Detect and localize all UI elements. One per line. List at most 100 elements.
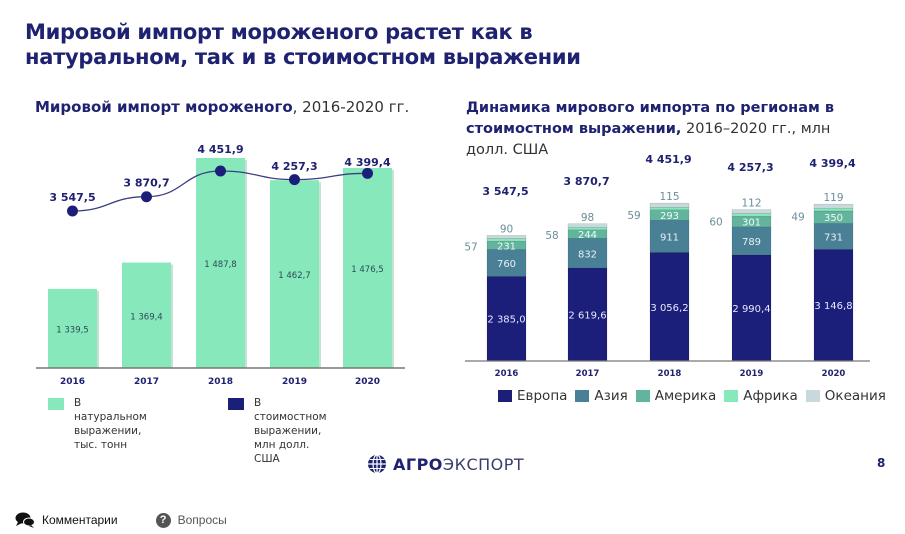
legend-label-africa: Африка — [743, 388, 798, 404]
seg-label-oceania-2018: 115 — [659, 191, 679, 203]
legend-item-africa: Африка — [724, 388, 798, 404]
x-tick-2019: 2019 — [740, 369, 764, 379]
total-label-2016: 3 547,5 — [482, 185, 528, 198]
seg-label-america-2018: 293 — [660, 211, 679, 222]
seg-label-europe-2017: 2 619,6 — [568, 311, 606, 322]
legend-label-asia: Азия — [594, 388, 628, 404]
seg-label-america-2019: 301 — [742, 218, 761, 229]
bar-label-2019: 1 462,7 — [278, 271, 310, 281]
right-chart-title: Динамика мирового импорта по регионам в … — [466, 98, 866, 161]
bar-natural-2018 — [196, 158, 245, 368]
bar-natural-2020 — [343, 167, 392, 368]
right-chart-title-bold: Динамика мирового импорта по регионам в … — [466, 100, 835, 137]
legend-swatch-america — [635, 390, 650, 402]
bar-seg-Азия-2017 — [567, 238, 608, 269]
bar-seg-Европа-2018 — [649, 252, 690, 362]
left-chart-title-light: , 2016-2020 гг. — [292, 98, 410, 116]
comments-label: Комментарии — [42, 513, 118, 527]
seg-label-oceania-2020: 119 — [823, 192, 843, 204]
agroexport-logo: АГРОЭКСПОРТ — [367, 454, 524, 474]
bar-label-2017: 1 369,4 — [130, 312, 162, 322]
right-chart: 2 385,0 760 231 57 90 3 547,5 2016 2 619,6 832 24… — [464, 153, 870, 379]
bar-seg-Азия-2019 — [731, 226, 772, 256]
value-label-2016: 3 547,5 — [49, 191, 95, 204]
questions-button[interactable]: ? Вопросы — [155, 512, 227, 528]
value-label-2017: 3 870,7 — [123, 177, 169, 190]
seg-label-oceania-2017: 98 — [581, 212, 594, 224]
seg-label-africa-2020: 49 — [791, 211, 804, 223]
legend-item-europe: Европа — [498, 388, 567, 404]
legend-swatch-asia — [575, 390, 590, 402]
x-tick-2020: 2020 — [822, 369, 846, 379]
seg-label-asia-2016: 760 — [497, 259, 516, 270]
logo-text-light: ЭКСПОРТ — [442, 454, 525, 474]
right-chart-title-light: 2016–2020 гг., млн долл. США — [466, 121, 831, 158]
total-label-2019: 4 257,3 — [727, 161, 773, 174]
comments-button[interactable]: Комментарии — [15, 512, 118, 528]
questions-label: Вопросы — [177, 513, 227, 527]
x-tick-2018: 2018 — [208, 377, 233, 387]
bar-seg-Океания-2020 — [813, 203, 854, 209]
bar-seg-Океания-2019 — [731, 209, 772, 214]
slide-title-line1: Мировой импорт мороженого растет как в — [25, 20, 533, 44]
seg-label-africa-2018: 59 — [627, 210, 640, 222]
legend-swatch-natural — [48, 398, 64, 410]
bar-seg-Африка-2019 — [731, 213, 772, 217]
value-point-2016 — [67, 205, 78, 217]
x-tick-2019: 2019 — [282, 377, 307, 387]
logo-text-bold: АГРО — [393, 454, 443, 474]
value-point-2017 — [141, 191, 152, 203]
bar-seg-Африка-2020 — [813, 208, 854, 212]
legend-item-asia: Азия — [575, 388, 628, 404]
bar-seg-Океания-2016 — [486, 235, 527, 239]
legend-label-natural-1: В натуральном — [74, 397, 147, 423]
footer-bar: Комментарии ? Вопросы — [15, 512, 265, 528]
seg-label-oceania-2019: 112 — [741, 198, 761, 210]
bar-label-2018: 1 487,8 — [204, 260, 236, 270]
x-tick-2020: 2020 — [355, 377, 380, 387]
bar-label-2020: 1 476,5 — [351, 265, 383, 275]
bar-seg-Океания-2018 — [649, 202, 690, 208]
seg-label-africa-2019: 60 — [709, 217, 722, 229]
total-label-2018: 4 451,9 — [645, 153, 691, 166]
bar-seg-Азия-2016 — [486, 249, 527, 277]
question-circle-icon: ? — [155, 512, 171, 528]
left-chart-title-bold: Мировой импорт мороженого — [35, 98, 293, 116]
bar-seg-Африка-2018 — [649, 207, 690, 211]
slide-title-line2: натуральном, так и в стоимостном выражен… — [25, 45, 581, 69]
legend-swatch-africa — [724, 390, 739, 402]
seg-label-africa-2017: 58 — [545, 230, 558, 242]
x-tick-2016: 2016 — [60, 377, 85, 387]
seg-label-europe-2020: 3 146,8 — [814, 301, 852, 312]
seg-label-oceania-2016: 90 — [500, 223, 513, 235]
seg-label-asia-2017: 832 — [578, 249, 597, 260]
x-tick-2016: 2016 — [495, 369, 519, 379]
value-point-2018 — [215, 165, 226, 177]
speech-bubbles-icon — [15, 512, 35, 528]
legend-swatch-oceania — [805, 390, 820, 402]
bar-seg-Африка-2017 — [567, 227, 608, 231]
seg-label-america-2017: 244 — [578, 230, 597, 241]
legend-label-value-1: В стоимостном выражении, — [254, 397, 327, 437]
legend-label-europe: Европа — [517, 388, 568, 404]
value-point-2019 — [289, 174, 300, 186]
value-point-2020 — [362, 167, 373, 179]
seg-label-asia-2020: 731 — [824, 232, 843, 243]
left-chart: 1 339,5 2016 1 369,4 2017 1 487,8 2018 1 462,7… — [36, 143, 405, 387]
bar-label-2016: 1 339,5 — [56, 325, 88, 335]
bar-natural-2016 — [48, 288, 97, 368]
bar-seg-Африка-2016 — [486, 238, 527, 242]
legend-item-oceania: Океания — [805, 388, 886, 404]
seg-label-asia-2018: 911 — [660, 232, 679, 243]
total-label-2017: 3 870,7 — [563, 175, 609, 188]
bar-seg-Океания-2017 — [567, 223, 608, 228]
legend-label-america: Америка — [654, 388, 717, 404]
legend-label-natural-2: выражении, тыс. тонн — [74, 425, 142, 451]
seg-label-asia-2019: 789 — [742, 237, 761, 248]
legend-swatch-value — [228, 398, 244, 410]
legend-label-oceania: Океания — [824, 388, 886, 404]
value-label-2020: 4 399,4 — [344, 156, 391, 169]
globe-icon — [368, 454, 386, 474]
bar-seg-Европа-2016 — [486, 276, 527, 362]
